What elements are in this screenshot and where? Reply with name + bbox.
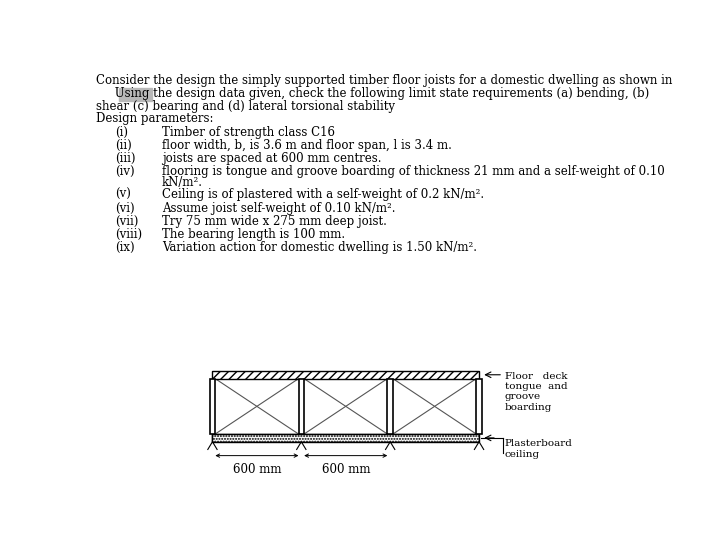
Text: shear (c) bearing and (d) lateral torsional stability: shear (c) bearing and (d) lateral torsio… — [96, 100, 395, 113]
Text: Ceiling is of plastered with a self-weight of 0.2 kN/m².: Ceiling is of plastered with a self-weig… — [162, 189, 484, 201]
Text: (vii): (vii) — [114, 214, 138, 228]
Text: floor width, b, is 3.6 m and floor span, l is 3.4 m.: floor width, b, is 3.6 m and floor span,… — [162, 139, 452, 152]
Bar — [210, 378, 215, 434]
Text: (ii): (ii) — [114, 139, 132, 152]
Bar — [387, 378, 393, 434]
Bar — [299, 378, 304, 434]
Text: (i): (i) — [114, 126, 128, 139]
Text: Using the design data given, check the following limit state requirements (a) be: Using the design data given, check the f… — [96, 87, 649, 100]
Text: Variation action for domestic dwelling is 1.50 kN/m².: Variation action for domestic dwelling i… — [162, 241, 477, 254]
Text: 600 mm: 600 mm — [233, 463, 281, 476]
Text: The bearing length is 100 mm.: The bearing length is 100 mm. — [162, 228, 345, 241]
Text: (vi): (vi) — [114, 201, 135, 214]
Text: (viii): (viii) — [114, 228, 142, 241]
Bar — [477, 378, 482, 434]
Text: flooring is tongue and groove boarding of thickness 21 mm and a self-weight of 0: flooring is tongue and groove boarding o… — [162, 166, 665, 178]
Bar — [212, 371, 479, 378]
Bar — [212, 371, 479, 378]
Bar — [120, 87, 152, 101]
Text: Plasterboard
ceiling: Plasterboard ceiling — [505, 439, 572, 459]
Text: (v): (v) — [114, 189, 130, 201]
Text: Try 75 mm wide x 275 mm deep joist.: Try 75 mm wide x 275 mm deep joist. — [162, 214, 387, 228]
Text: kN/m².: kN/m². — [162, 176, 203, 189]
Text: (iii): (iii) — [114, 152, 135, 165]
Text: (ix): (ix) — [114, 241, 135, 254]
Text: Consider the design the simply supported timber floor joists for a domestic dwel: Consider the design the simply supported… — [96, 74, 672, 87]
Text: joists are spaced at 600 mm centres.: joists are spaced at 600 mm centres. — [162, 152, 382, 165]
Text: (iv): (iv) — [114, 166, 135, 178]
Text: Assume joist self-weight of 0.10 kN/m².: Assume joist self-weight of 0.10 kN/m². — [162, 201, 395, 214]
Text: Design parameters:: Design parameters: — [96, 112, 214, 125]
Text: Timber of strength class C16: Timber of strength class C16 — [162, 126, 335, 139]
Text: Floor   deck
tongue  and
groove
boarding: Floor deck tongue and groove boarding — [505, 372, 567, 412]
Bar — [212, 434, 479, 442]
Text: 600 mm: 600 mm — [322, 463, 370, 476]
Bar — [212, 434, 479, 442]
